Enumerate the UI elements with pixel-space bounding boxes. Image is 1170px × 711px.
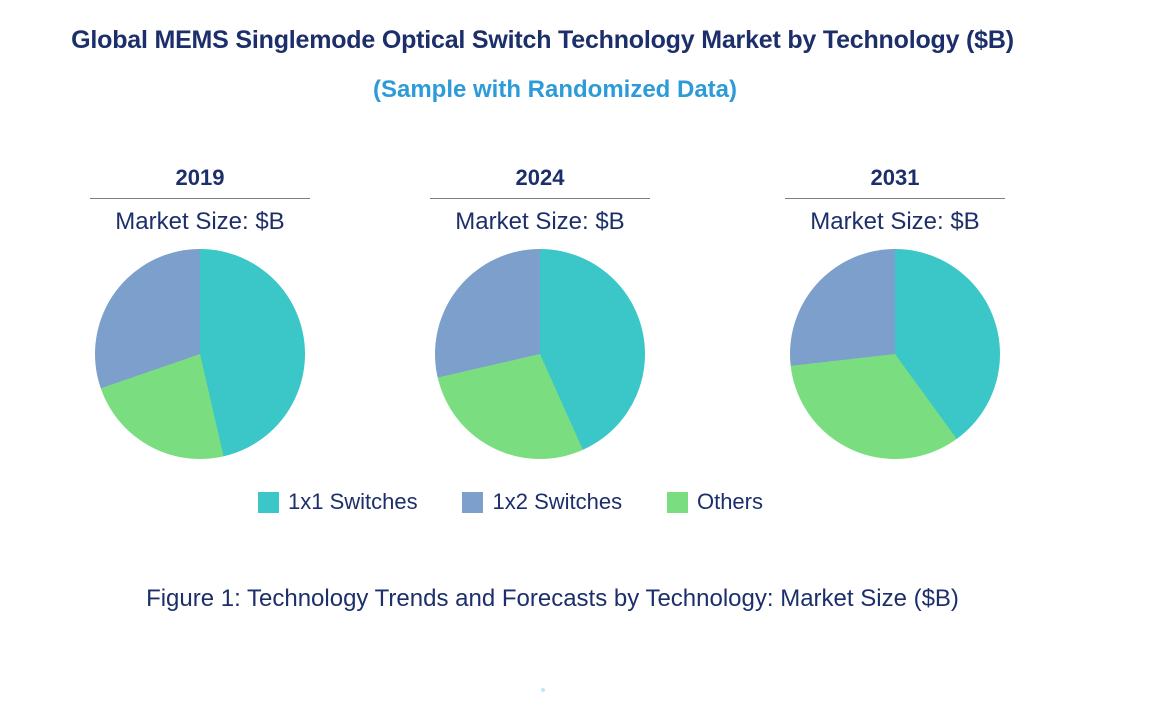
legend-item-others: Others: [666, 489, 763, 515]
year-label-2031: 2031: [870, 165, 920, 190]
legend-item-1x2-switches: 1x2 Switches: [462, 489, 622, 515]
chart-title: Global MEMS Singlemode Optical Switch Te…: [71, 26, 1014, 54]
legend-label-1x2: 1x2 Switches: [492, 489, 623, 514]
pie-chart-2031: [790, 249, 1000, 459]
legend: 1x1 Switches 1x2 Switches Others: [258, 489, 763, 515]
year-label-2019: 2019: [175, 165, 225, 190]
pie-column-2019: 2019 Market Size: $B: [30, 165, 370, 459]
pie-column-2024: 2024 Market Size: $B: [370, 165, 710, 459]
legend-swatch-1x1-icon: [258, 491, 279, 513]
legend-item-1x1-switches: 1x1 Switches: [258, 489, 418, 515]
market-size-label: Market Size: $B: [810, 208, 980, 235]
figure-caption: Figure 1: Technology Trends and Forecast…: [146, 585, 959, 612]
year-underline: [90, 198, 310, 199]
pie-column-2031: 2031 Market Size: $B: [725, 165, 1065, 459]
legend-swatch-others-icon: [666, 491, 688, 513]
year-underline: [785, 198, 1005, 199]
year-label-2024: 2024: [515, 165, 565, 190]
legend-swatch-1x2-icon: [462, 491, 484, 513]
legend-label-1x1: 1x1 Switches: [288, 489, 418, 514]
market-size-label: Market Size: $B: [455, 208, 625, 235]
chart-subtitle: (Sample with Randomized Data): [372, 76, 738, 103]
stray-mark: [541, 688, 545, 692]
pie-chart-2024: [435, 249, 645, 459]
market-size-label: Market Size: $B: [115, 208, 285, 235]
pie-chart-2019: [95, 249, 305, 459]
year-underline: [430, 198, 650, 199]
legend-label-others: Others: [696, 489, 763, 514]
